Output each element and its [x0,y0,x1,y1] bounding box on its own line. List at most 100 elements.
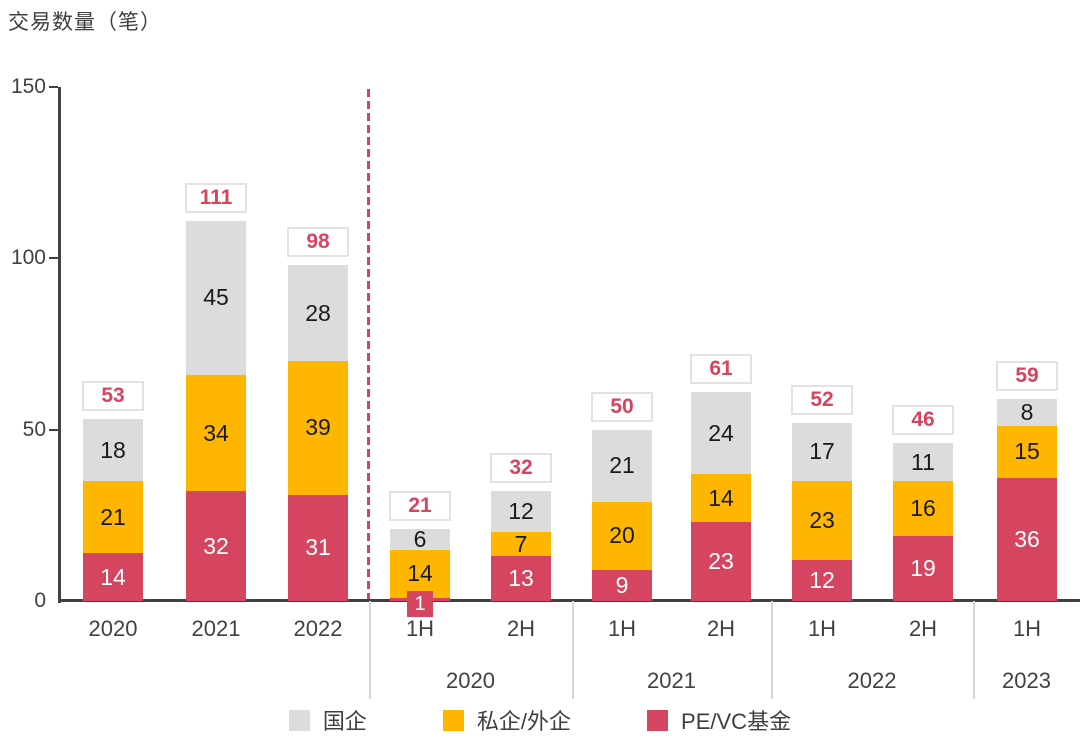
bar-segment-label: 19 [910,554,936,581]
bar-segment-label: 21 [100,503,126,530]
bar-segment-label: 39 [305,414,331,441]
bar-segment-label: 20 [609,522,635,549]
bar-segment-pe_vc: 14 [83,553,143,601]
group-separator [369,601,371,699]
group-label: 2022 [847,668,897,693]
bar-segment-label: 6 [413,525,427,552]
bar-total-label: 46 [892,405,954,435]
bar-segment-label: 34 [203,419,229,446]
x-axis-category-label: 2H [908,616,938,641]
x-axis-category-label: 2021 [191,616,241,641]
bar-segment-label: 23 [708,548,734,575]
y-axis-tick [49,257,58,259]
x-axis-category-label: 1H [807,616,837,641]
x-axis-category-label: 2H [506,616,536,641]
bar-segment-private_foreign: 23 [792,481,852,560]
bar-segment-soe: 17 [792,422,852,482]
bar-segment-pe_vc: 36 [997,477,1057,601]
bar-segment-label: 11 [911,448,935,475]
bar-segment-soe: 6 [390,525,450,552]
bar-total-label: 21 [389,491,451,521]
bar-segment-label: 12 [508,498,534,525]
bar-segment-label: 7 [514,530,528,557]
x-axis-category-label: 2022 [293,616,343,641]
bar-total-label: 59 [996,361,1058,391]
bar-segment-private_foreign: 34 [186,374,246,492]
legend-item: 私企/外企 [442,704,572,736]
bar-segment-label: 15 [1014,438,1040,465]
bar-total-label: 61 [690,354,752,384]
bar-segment-label: 23 [809,506,835,533]
bar-segment-soe: 45 [186,220,246,375]
bar-total-label: 50 [591,392,653,422]
bar-segment-label: 32 [203,532,229,559]
y-axis-tick [49,429,58,431]
bar-segment-label: 21 [609,452,635,479]
bar-segment-soe: 24 [691,391,751,475]
bar-segment-label: 16 [910,494,936,521]
y-axis-tick-label: 100 [10,246,46,269]
legend-swatch [288,709,310,731]
bar-segment-label: 12 [809,566,835,593]
legend-swatch [442,709,464,731]
bar-segment-private_foreign: 16 [893,481,953,536]
bar-segment-label: 8 [1020,399,1034,426]
y-axis-line [58,87,61,603]
chart-title: 交易数量（笔） [8,11,162,34]
bar-segment-label: 45 [203,284,229,311]
bar-segment-soe: 28 [288,265,348,362]
bar-segment-soe: 12 [491,491,551,533]
bar-segment-private_foreign: 39 [288,361,348,495]
bar-segment-label: 14 [100,563,126,590]
bar-segment-private_foreign: 14 [390,549,450,598]
bar-segment-private_foreign: 14 [691,474,751,523]
bar-segment-soe: 8 [997,398,1057,427]
bar-segment-label: 18 [100,436,126,463]
bar-segment-soe: 21 [592,429,652,502]
bar-segment-label: 28 [305,299,331,326]
bar-segment-label: 14 [708,484,734,511]
group-label: 2023 [1002,668,1051,693]
red-dashed-divider [367,89,370,599]
group-separator [771,601,773,699]
y-axis-tick-label: 50 [22,418,46,441]
bar-segment-label: 13 [508,565,534,592]
bar-segment-private_foreign: 21 [83,481,143,554]
x-axis-category-label: 1H [405,616,435,641]
bar-segment-pe_vc: 23 [691,522,751,601]
bar-segment-pe_vc: 13 [491,556,551,601]
bar-segment-label-badge: 1 [407,591,433,617]
bar-segment-soe: 18 [83,419,143,482]
legend: 国企 私企/外企 PE/VC基金 [0,704,1080,736]
bar-segment-private_foreign: 7 [491,530,551,557]
bar-segment-private_foreign: 20 [592,501,652,571]
x-axis-category-label: 1H [607,616,637,641]
x-axis-line [58,599,1080,602]
legend-label: 私企/外企 [476,709,572,734]
bar-segment-private_foreign: 15 [997,426,1057,478]
bar-segment-label: 24 [708,419,734,446]
legend-item: PE/VC基金 [647,704,791,736]
bar-segment-label: 14 [407,560,433,587]
x-axis-category-label: 2H [706,616,736,641]
x-axis-category-label: 2020 [88,616,138,641]
bar-segment-pe_vc: 9 [592,570,652,601]
legend-item: 国企 [288,704,367,736]
legend-label: 国企 [322,709,367,734]
bar-segment-soe: 11 [893,443,953,482]
group-separator [973,601,975,699]
bar-segment-pe_vc: 19 [893,535,953,601]
group-separator [572,601,574,699]
bar-total-label: 111 [185,183,247,213]
y-axis-tick-label: 150 [10,75,46,98]
group-label: 2021 [647,668,696,693]
bar-segment-label: 36 [1014,525,1040,552]
bar-segment-pe_vc: 12 [792,559,852,601]
group-label: 2020 [446,668,495,693]
legend-swatch [647,709,669,731]
bar-total-label: 53 [82,381,144,411]
bar-total-label: 52 [791,385,853,415]
bar-segment-label: 17 [809,438,835,465]
